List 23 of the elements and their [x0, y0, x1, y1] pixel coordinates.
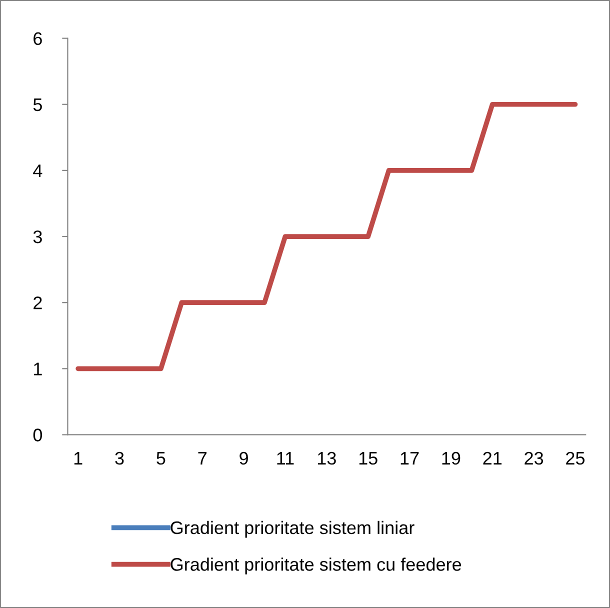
x-tick-label: 9: [240, 452, 248, 465]
x-tick-label: 21: [483, 452, 502, 464]
x-tick-label: 13: [318, 452, 336, 465]
x-tick-label: 5: [156, 452, 166, 465]
y-tick-label: 1: [34, 362, 42, 376]
x-tick-label: 1: [74, 452, 82, 464]
x-tick-label: 25: [566, 452, 585, 465]
y-tick-label: 0: [33, 428, 42, 442]
y-tick-label: 6: [34, 32, 42, 46]
x-tick-label: 23: [524, 452, 544, 465]
y-tick-label: 5: [33, 98, 42, 112]
legend-label: Gradient prioritate sistem cu feedere: [170, 558, 462, 574]
x-tick-label: 7: [198, 452, 206, 464]
legend-label: Gradient prioritate sistem liniar: [170, 520, 414, 538]
x-tick-label: 15: [359, 452, 378, 465]
line-series: [76, 102, 578, 372]
x-tick-label: 3: [115, 452, 124, 465]
y-tick-label: 2: [34, 296, 42, 310]
x-tick-label: 19: [442, 452, 460, 465]
x-tick-label: 17: [400, 452, 419, 464]
y-tick-label: 3: [33, 230, 42, 244]
y-tick-label: 4: [33, 164, 42, 177]
x-tick-label: 11: [277, 452, 294, 464]
